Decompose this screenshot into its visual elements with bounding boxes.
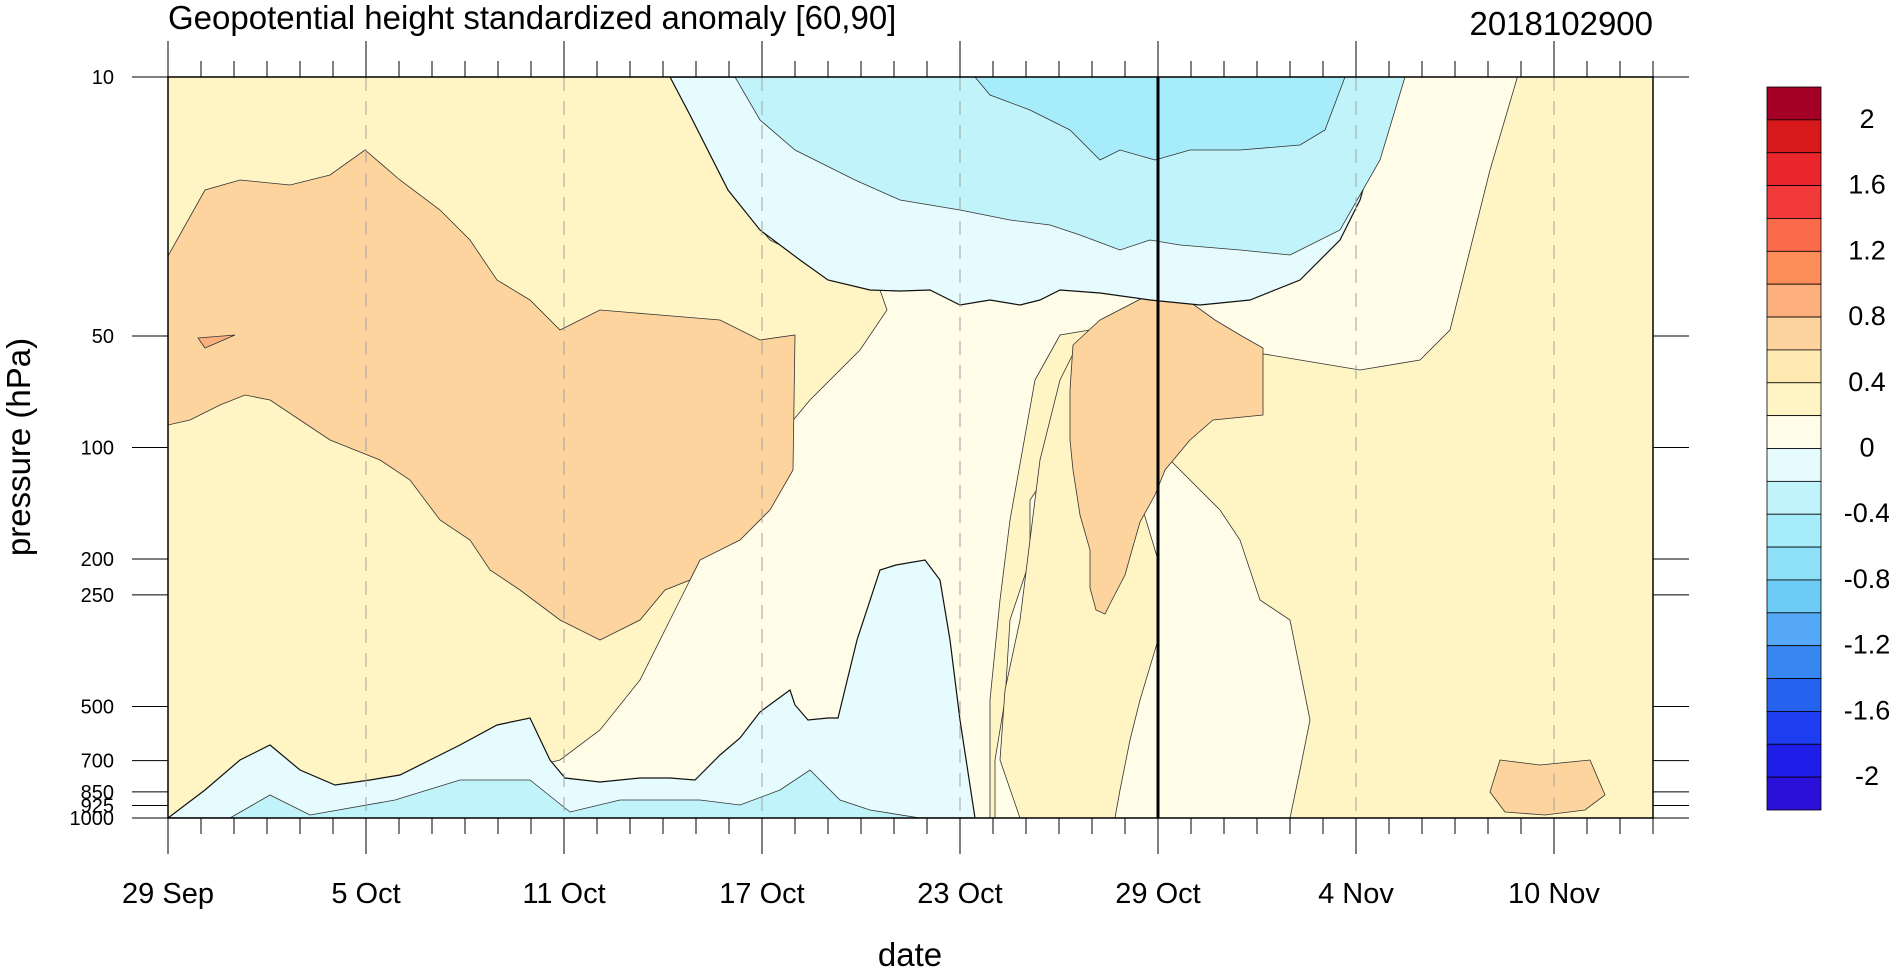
colorbar-swatch <box>1766 185 1822 219</box>
x-tick-labels: 29 Sep 5 Oct 11 Oct 17 Oct 23 Oct 29 Oct 4 Nov… <box>122 878 1600 910</box>
y-tick-label: 850 <box>81 782 114 804</box>
colorbar-label: 1.2 <box>1848 235 1886 265</box>
colorbar-label: 2 <box>1859 104 1874 134</box>
colorbar-swatch <box>1766 415 1822 449</box>
y-tick-label: 10 <box>92 67 114 89</box>
colorbar-swatch <box>1766 480 1822 515</box>
colorbar-swatch <box>1766 250 1822 285</box>
colorbar-label: 1.6 <box>1848 170 1886 200</box>
colorbar-swatch <box>1766 316 1822 351</box>
colorbar-label: -1.2 <box>1844 630 1889 660</box>
contour-band-0.8-1.2 <box>197 334 236 349</box>
colorbar-label: -0.8 <box>1844 564 1889 594</box>
x-tick-label: 11 Oct <box>522 878 605 910</box>
y-tick-label: 100 <box>81 438 114 460</box>
x-tick-label: 17 Oct <box>719 878 804 910</box>
colorbar-swatch <box>1766 678 1822 712</box>
colorbar-swatch <box>1766 218 1822 252</box>
colorbar-label: -2 <box>1855 761 1879 791</box>
y-tick-label: 1000 <box>70 808 115 830</box>
colorbar-swatch <box>1766 513 1822 548</box>
colorbar-swatch <box>1766 382 1822 417</box>
colorbar-swatch <box>1766 283 1822 318</box>
colorbar-labels: 2 1.6 1.2 0.8 0.4 0 -0.4 -0.8 -1.2 -1.6 -2 <box>1844 104 1889 791</box>
colorbar-swatch <box>1766 152 1822 186</box>
x-tick-label: 23 Oct <box>917 878 1002 910</box>
colorbar-swatch <box>1766 612 1822 647</box>
colorbar-label: 0.8 <box>1848 301 1886 331</box>
contour-band-0-0.4-right <box>989 77 1653 818</box>
date-label: 2018102900 <box>1469 5 1653 42</box>
colorbar-swatch <box>1766 645 1822 679</box>
contour-band-0.4-0.8-mid <box>1069 289 1264 615</box>
y-tick-label: 250 <box>81 585 114 607</box>
x-tick-label: 10 Nov <box>1508 878 1600 910</box>
colorbar-label: -1.6 <box>1844 695 1889 725</box>
colorbar <box>1766 86 1822 811</box>
colorbar-swatch <box>1766 119 1822 154</box>
colorbar-swatch <box>1766 448 1822 482</box>
colorbar-swatch <box>1766 743 1822 778</box>
plot-frame <box>167 76 1654 819</box>
x-tick-label: 29 Sep <box>122 878 214 910</box>
daily-ticks <box>167 41 1654 854</box>
x-axis-label: date <box>878 936 942 969</box>
colorbar-swatch <box>1766 776 1822 811</box>
colorbar-label: 0 <box>1859 433 1874 463</box>
x-tick-label: 29 Oct <box>1115 878 1200 910</box>
y-tick-label: 700 <box>81 751 114 773</box>
y-tick-label: 50 <box>92 326 114 348</box>
x-tick-label: 5 Oct <box>331 878 400 910</box>
pressure-level-lines <box>132 76 1689 819</box>
y-tick-label: 925 <box>81 795 114 817</box>
contour-band-0.4-0.8-left <box>168 149 796 641</box>
y-tick-label: 200 <box>81 549 114 571</box>
contour-band-0.4-0.8-br <box>1489 759 1606 816</box>
contour-band-neg-0.8-1.2-top <box>974 77 1346 161</box>
y-tick-label: 500 <box>81 696 114 718</box>
colorbar-label: -0.4 <box>1844 498 1889 528</box>
date-gridlines <box>365 77 1555 818</box>
contour-band-neg-bottom-2 <box>229 769 921 818</box>
chart-title: Geopotential height standardized anomaly… <box>168 0 896 36</box>
colorbar-swatch <box>1766 711 1822 745</box>
colorbar-swatch <box>1766 349 1822 384</box>
x-tick-label: 4 Nov <box>1318 878 1394 910</box>
colorbar-swatch <box>1766 546 1822 581</box>
colorbar-swatch <box>1766 579 1822 614</box>
colorbar-swatch <box>1766 86 1822 121</box>
contour-fill-layer <box>168 77 1653 818</box>
contour-band-neg-bottom <box>168 559 976 818</box>
y-axis-label: pressure (hPa) <box>0 338 37 556</box>
colorbar-label: 0.4 <box>1848 367 1886 397</box>
